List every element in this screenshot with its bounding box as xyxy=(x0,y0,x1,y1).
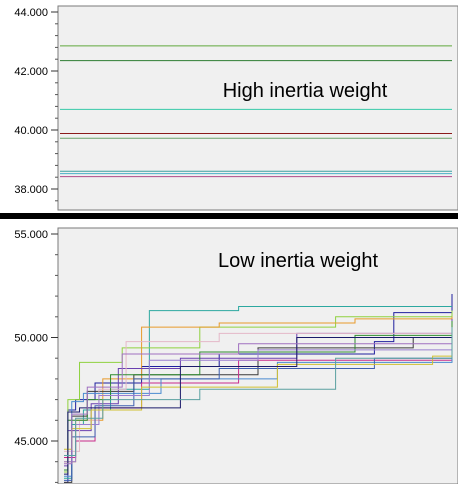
annotation-high: High inertia weight xyxy=(223,80,388,102)
y-tick-label: 45.000 xyxy=(14,436,48,448)
y-tick-label: 38.000 xyxy=(14,184,48,196)
y-tick-label: 44.000 xyxy=(14,7,48,19)
chart-low-inertia: 55.000 50.000 45.000 Low inertia weight xyxy=(14,227,458,484)
y-axis-low: 55.000 50.000 45.000 xyxy=(14,228,59,484)
series-lines-low xyxy=(64,294,453,483)
series-lines-high xyxy=(60,45,452,178)
plot-area-high xyxy=(57,5,458,211)
panel-separator xyxy=(0,213,458,219)
chart-high-inertia: 44.000 42.000 40.000 38.000 High inertia we… xyxy=(14,5,458,211)
series-line-13 xyxy=(64,331,453,475)
series-line-14 xyxy=(64,335,453,465)
series-line-7 xyxy=(64,329,453,452)
y-tick-label: 40.000 xyxy=(14,125,48,137)
y-axis-high: 44.000 42.000 40.000 38.000 xyxy=(14,6,59,210)
y-tick-label: 42.000 xyxy=(14,66,48,78)
annotation-low: Low inertia weight xyxy=(218,250,379,272)
series-line-15 xyxy=(64,327,453,456)
y-tick-label: 50.000 xyxy=(14,333,48,345)
y-tick-label: 55.000 xyxy=(14,229,48,241)
series-line-2 xyxy=(64,310,453,473)
